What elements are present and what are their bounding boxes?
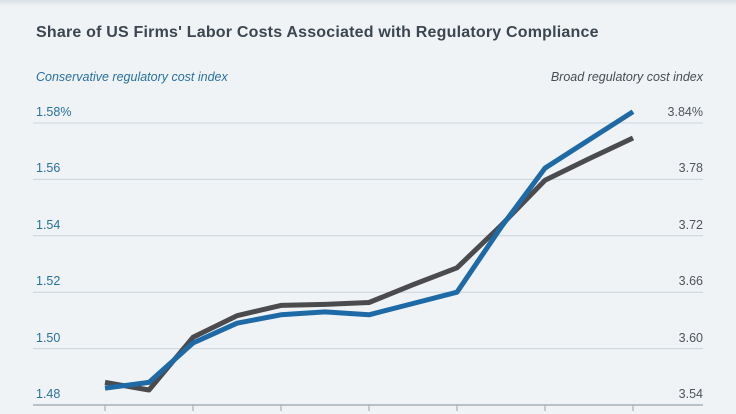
y-tick-label-right: 3.78 xyxy=(678,161,703,176)
y-tick-label-right: 3.72 xyxy=(678,217,703,232)
y-tick-label-right: 3.54 xyxy=(678,387,703,401)
left-axis-title: Conservative regulatory cost index xyxy=(36,70,228,84)
conservative-series-line xyxy=(104,109,635,391)
y-tick-label-left: 1.58% xyxy=(36,105,72,119)
y-tick-label-right: 3.66 xyxy=(678,274,703,289)
y-tick-label-left: 1.54 xyxy=(36,217,61,232)
broad-series-line xyxy=(104,135,635,393)
y-tick-label-right: 3.84% xyxy=(667,105,703,119)
top-border xyxy=(0,0,736,6)
y-tick-label-left: 1.52 xyxy=(36,274,61,289)
y-tick-label-right: 3.60 xyxy=(678,330,703,345)
y-tick-label-left: 1.48 xyxy=(36,387,61,401)
chart-title: Share of US Firms' Labor Costs Associate… xyxy=(36,24,599,41)
right-axis-title: Broad regulatory cost index xyxy=(550,70,703,84)
y-tick-label-left: 1.50 xyxy=(36,330,61,345)
y-tick-label-left: 1.56 xyxy=(36,161,61,176)
